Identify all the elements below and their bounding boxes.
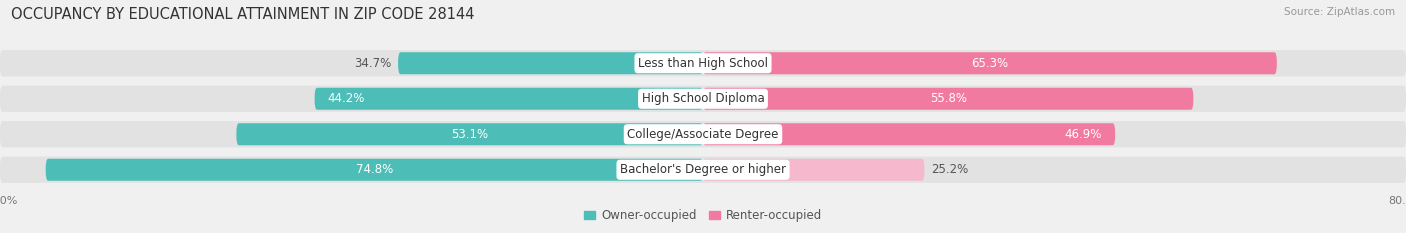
FancyBboxPatch shape: [703, 159, 925, 181]
Text: 34.7%: 34.7%: [354, 57, 391, 70]
Text: 53.1%: 53.1%: [451, 128, 488, 141]
Text: 46.9%: 46.9%: [1064, 128, 1102, 141]
FancyBboxPatch shape: [0, 50, 1406, 76]
FancyBboxPatch shape: [0, 121, 1406, 147]
FancyBboxPatch shape: [0, 86, 1406, 112]
Text: College/Associate Degree: College/Associate Degree: [627, 128, 779, 141]
FancyBboxPatch shape: [398, 52, 703, 74]
Legend: Owner-occupied, Renter-occupied: Owner-occupied, Renter-occupied: [579, 205, 827, 227]
FancyBboxPatch shape: [315, 88, 703, 110]
FancyBboxPatch shape: [0, 157, 1406, 183]
Text: High School Diploma: High School Diploma: [641, 92, 765, 105]
Text: 44.2%: 44.2%: [328, 92, 366, 105]
FancyBboxPatch shape: [236, 123, 703, 145]
Text: Bachelor's Degree or higher: Bachelor's Degree or higher: [620, 163, 786, 176]
FancyBboxPatch shape: [703, 88, 1194, 110]
Text: 74.8%: 74.8%: [356, 163, 392, 176]
Text: 65.3%: 65.3%: [972, 57, 1008, 70]
FancyBboxPatch shape: [46, 159, 703, 181]
Text: 55.8%: 55.8%: [929, 92, 967, 105]
Text: OCCUPANCY BY EDUCATIONAL ATTAINMENT IN ZIP CODE 28144: OCCUPANCY BY EDUCATIONAL ATTAINMENT IN Z…: [11, 7, 475, 22]
Text: Source: ZipAtlas.com: Source: ZipAtlas.com: [1284, 7, 1395, 17]
FancyBboxPatch shape: [703, 52, 1277, 74]
FancyBboxPatch shape: [703, 123, 1115, 145]
Text: Less than High School: Less than High School: [638, 57, 768, 70]
Text: 25.2%: 25.2%: [932, 163, 969, 176]
